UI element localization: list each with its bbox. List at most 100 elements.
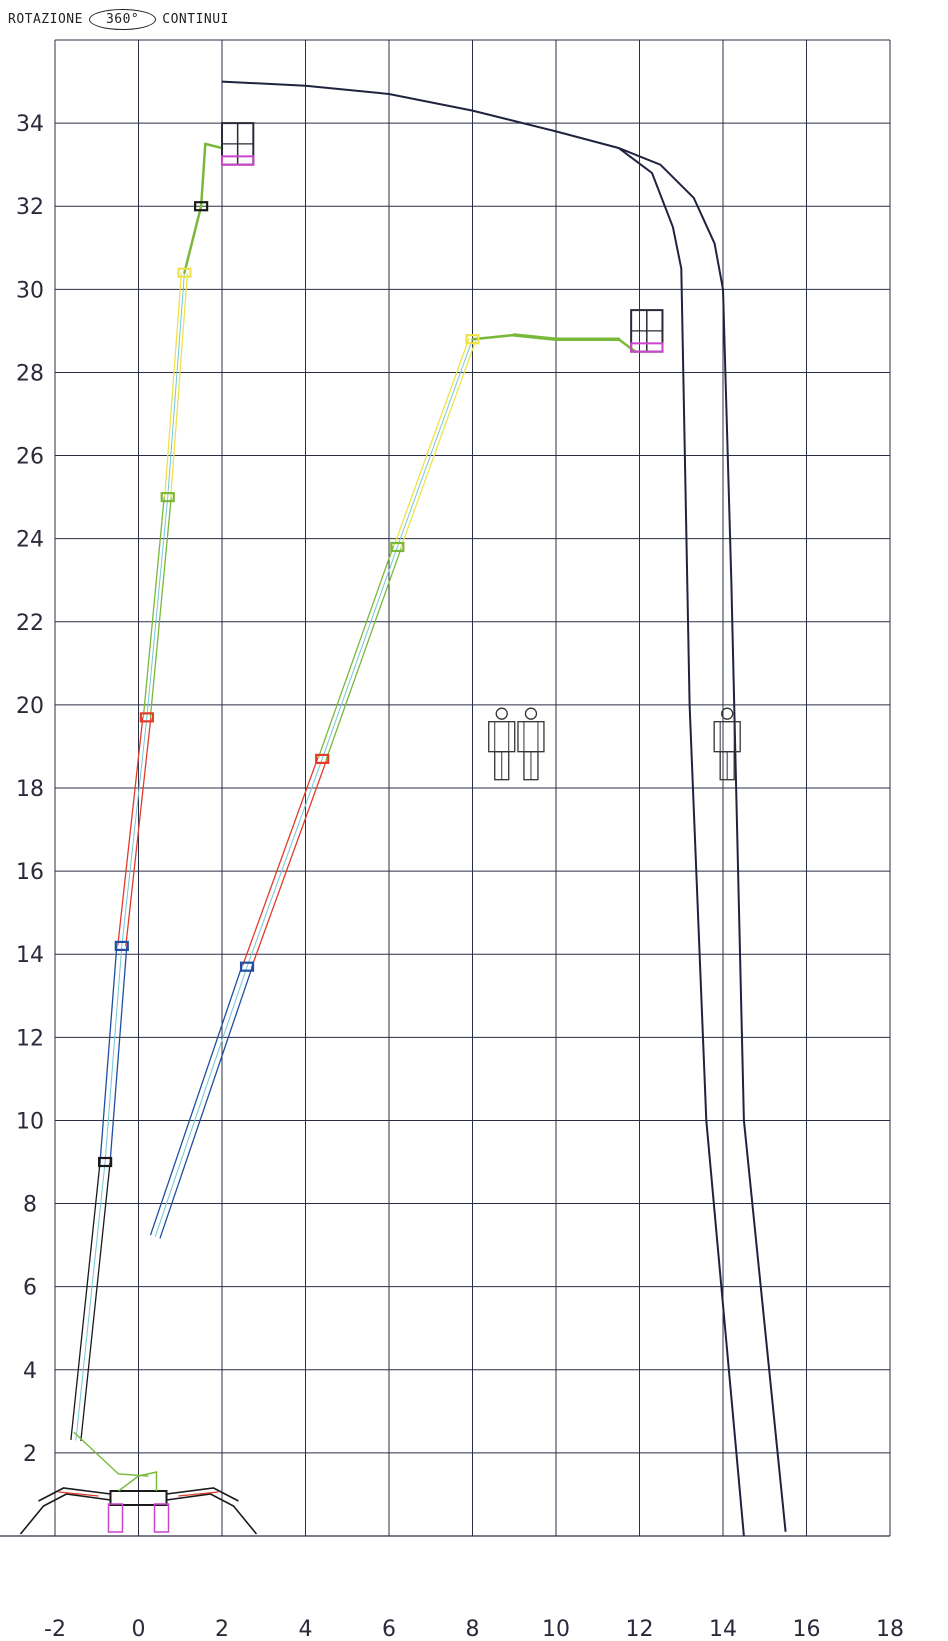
y-tick-label: 32 xyxy=(16,195,44,220)
person-head xyxy=(721,707,734,720)
boom-vertical-section-4 xyxy=(142,496,165,718)
x-tick-label: 4 xyxy=(299,1617,313,1641)
boom-horizontal-section-4 xyxy=(393,337,470,547)
boom-horizontal-section-3 xyxy=(325,548,402,761)
outrigger-arm-lower xyxy=(19,1493,111,1535)
rotation-oval-value: 360° xyxy=(88,8,157,30)
jib-horizontal-2 xyxy=(512,333,558,341)
y-tick-label: 8 xyxy=(23,1193,37,1218)
joint-vertical-2 xyxy=(114,940,129,952)
boom-vertical-section-1-center xyxy=(75,1161,106,1441)
jib-vertical-1 xyxy=(183,204,203,274)
boom-horizontal-section-4 xyxy=(400,340,477,549)
base-chassis xyxy=(109,1490,168,1506)
x-tick-label: 2 xyxy=(215,1617,229,1641)
boom-vertical-section-1 xyxy=(80,1162,111,1442)
boom-horizontal-section-1 xyxy=(159,968,253,1239)
boom-vertical-section-5-center xyxy=(167,272,185,498)
y-tick-label: 4 xyxy=(23,1359,37,1384)
jib-vertical-2 xyxy=(199,142,207,208)
boom-horizontal-section-1 xyxy=(149,964,243,1236)
joint-vertical-6 xyxy=(194,201,209,212)
boom-horizontal-section-1-center xyxy=(154,966,248,1237)
boom-configurations xyxy=(70,142,637,1442)
basket-floor xyxy=(221,155,255,166)
tick-labels: -2 0 2 4 6 8 10 12 14 16 1824681012141618202224262… xyxy=(16,112,904,1641)
base-track-left xyxy=(107,1503,124,1533)
y-tick-label: 18 xyxy=(16,777,44,802)
outrigger-arm-upper xyxy=(38,1487,111,1502)
person-head xyxy=(524,707,538,720)
y-tick-label: 20 xyxy=(16,694,44,719)
y-tick-label: 22 xyxy=(16,611,44,636)
x-tick-label: 18 xyxy=(876,1617,904,1641)
boom-vertical-section-4 xyxy=(149,497,172,718)
boom-vertical-section-2 xyxy=(109,946,128,1163)
boom-vertical-section-3 xyxy=(117,716,144,946)
joint-horizontal-4 xyxy=(465,334,480,345)
boom-vertical-section-4-center xyxy=(146,497,169,718)
x-tick-label: 10 xyxy=(542,1617,570,1641)
y-tick-label: 10 xyxy=(16,1109,44,1134)
x-tick-label: 0 xyxy=(132,1617,146,1641)
y-tick-label: 28 xyxy=(16,361,44,386)
joint-horizontal-3 xyxy=(390,541,405,553)
y-tick-label: 24 xyxy=(16,528,44,553)
y-tick-label: 14 xyxy=(16,943,44,968)
jib-vertical-3 xyxy=(204,142,224,150)
outrigger-arm-upper xyxy=(166,1487,239,1502)
y-tick-label: 34 xyxy=(16,112,44,137)
x-tick-label: -2 xyxy=(44,1617,66,1641)
y-tick-label: 12 xyxy=(16,1026,44,1051)
rotation-prefix: ROTAZIONE xyxy=(8,11,83,27)
boom-vertical-section-3 xyxy=(125,717,152,947)
boom-horizontal-section-3 xyxy=(317,545,395,758)
outrigger-cylinder xyxy=(58,1491,99,1497)
person-figures xyxy=(488,707,741,781)
joint-vertical-3 xyxy=(139,712,154,723)
boom-vertical-section-3-center xyxy=(121,717,148,946)
person-icon xyxy=(517,707,545,781)
rotation-header: ROTAZIONE 360° CONTINUI xyxy=(8,6,229,32)
joint-vertical-4 xyxy=(160,492,175,503)
person-body xyxy=(517,721,545,753)
outrigger-cylinder xyxy=(178,1491,219,1497)
person-body xyxy=(488,721,516,753)
working-envelope xyxy=(221,80,787,1537)
person-icon xyxy=(713,707,741,781)
x-tick-label: 16 xyxy=(793,1617,821,1641)
baskets xyxy=(221,122,664,353)
joint-vertical-5 xyxy=(177,267,192,278)
joint-horizontal-1 xyxy=(239,961,255,972)
boom-horizontal-section-4-center xyxy=(396,339,473,548)
y-tick-label: 30 xyxy=(16,278,44,303)
basket-floor xyxy=(630,342,664,353)
y-tick-label: 16 xyxy=(16,860,44,885)
y-tick-label: 2 xyxy=(23,1442,37,1467)
boom-horizontal-section-2 xyxy=(242,757,319,966)
boom-vertical-section-5 xyxy=(164,272,183,497)
x-tick-label: 8 xyxy=(466,1617,480,1641)
boom-horizontal-section-2 xyxy=(250,760,328,969)
x-tick-label: 6 xyxy=(382,1617,396,1641)
base-turret xyxy=(118,1471,158,1492)
boom-horizontal-section-2-center xyxy=(246,758,323,967)
y-tick-label: 26 xyxy=(16,445,44,470)
x-tick-label: 14 xyxy=(709,1617,737,1641)
person-head xyxy=(495,707,508,720)
outrigger-arm-lower xyxy=(166,1493,258,1535)
lift-arm xyxy=(73,1431,149,1477)
machine-base xyxy=(19,1431,258,1535)
jib-horizontal-4 xyxy=(617,337,637,353)
boom-vertical-section-1 xyxy=(70,1161,101,1440)
envelope-outer-line xyxy=(221,80,787,1532)
joint-horizontal-2 xyxy=(315,753,330,765)
boom-vertical-section-5 xyxy=(170,272,189,498)
x-tick-label: 12 xyxy=(626,1617,654,1641)
boom-horizontal-section-3-center xyxy=(321,546,398,760)
grid xyxy=(0,39,891,1537)
joint-vertical-1 xyxy=(97,1156,113,1168)
envelope-inner-line xyxy=(618,147,745,1537)
person-icon xyxy=(488,707,516,781)
